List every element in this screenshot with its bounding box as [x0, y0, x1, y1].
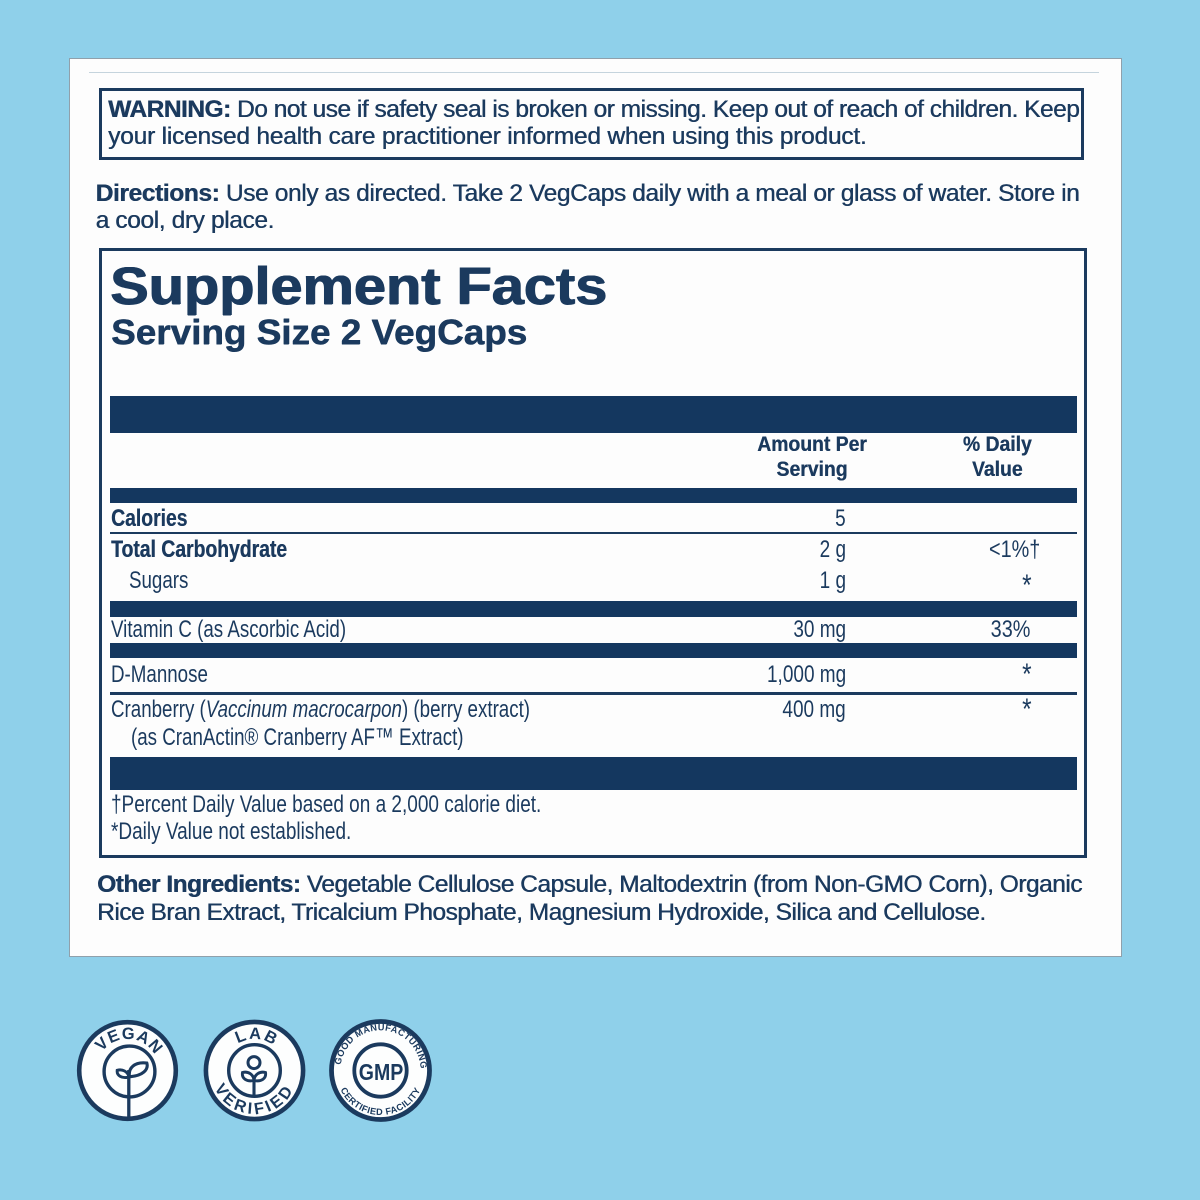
svg-text:GMP: GMP [359, 1059, 404, 1085]
